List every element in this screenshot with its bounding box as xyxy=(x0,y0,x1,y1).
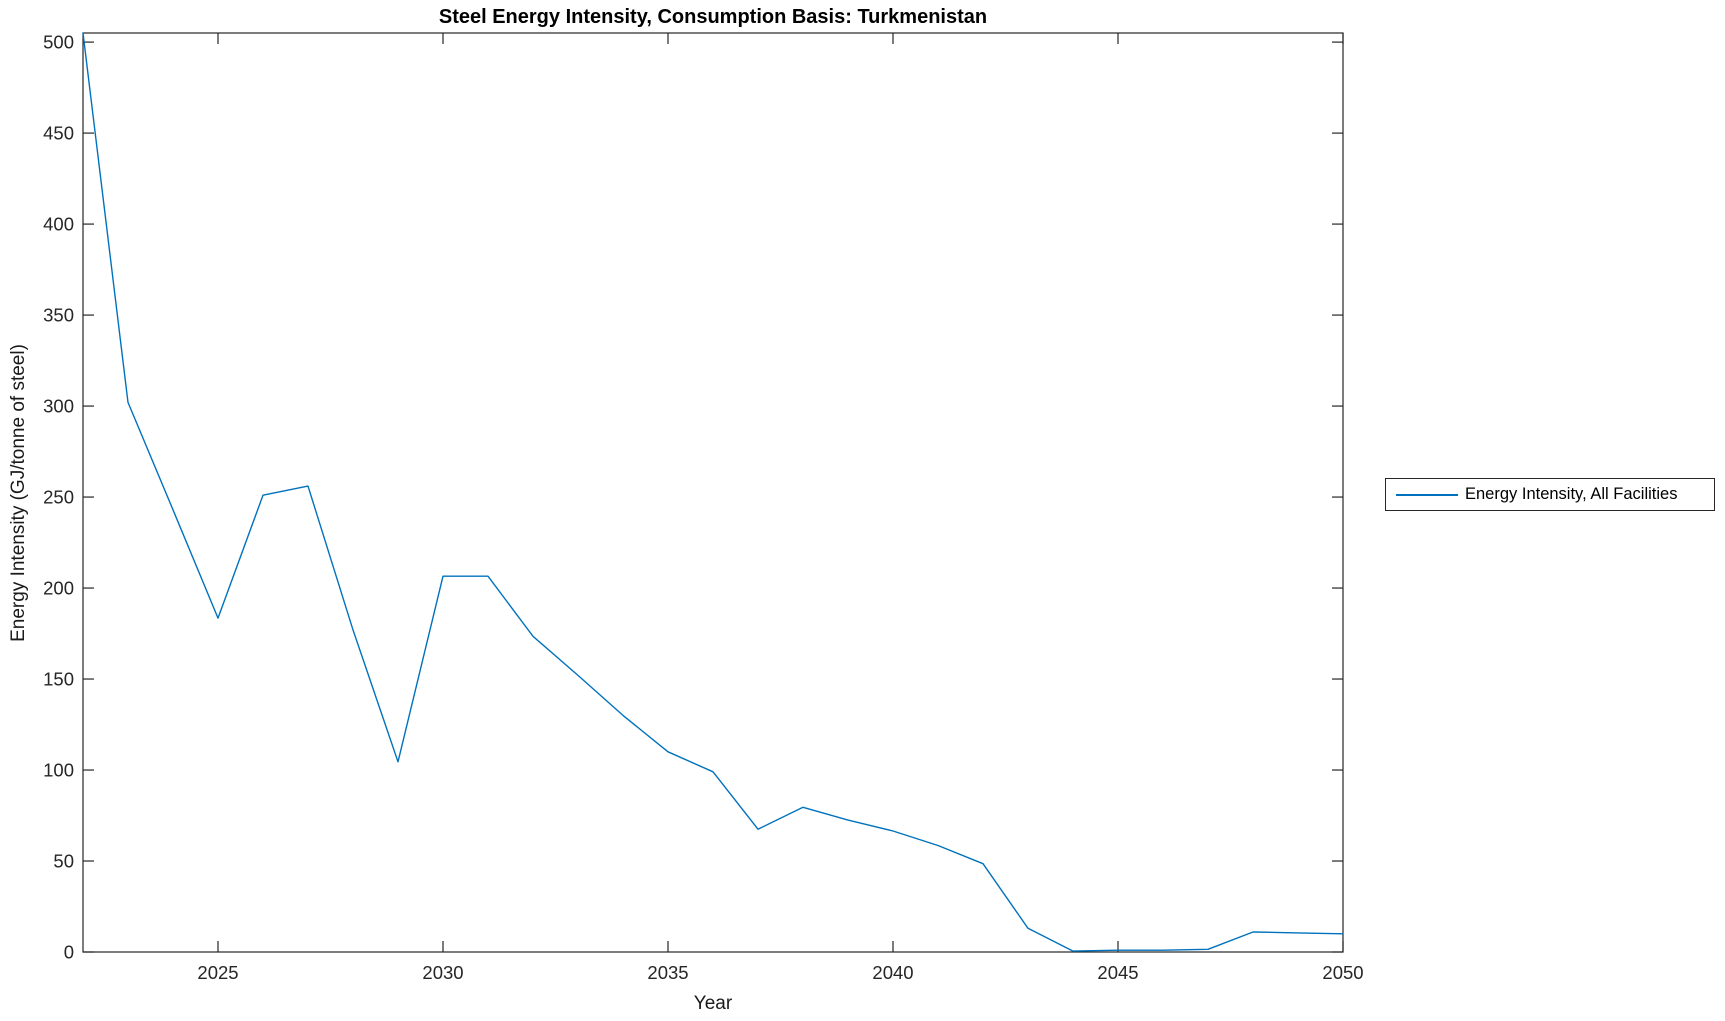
x-axis-label: Year xyxy=(693,993,733,1014)
data-line xyxy=(82,32,1344,952)
legend: Energy Intensity, All Facilities xyxy=(1385,478,1715,511)
legend-line-sample xyxy=(1396,493,1458,496)
y-tick-label: 300 xyxy=(43,396,74,417)
y-tick-label: 400 xyxy=(43,214,74,235)
x-tick-label: 2050 xyxy=(1322,962,1363,983)
y-tick-label: 350 xyxy=(43,305,74,326)
y-tick-label: 0 xyxy=(64,942,74,963)
x-tick-label: 2030 xyxy=(422,962,463,983)
y-axis-label: Energy Intensity (GJ/tonne of steel) xyxy=(8,344,29,642)
legend-entry-label: Energy Intensity, All Facilities xyxy=(1465,485,1678,503)
x-tick-label: 2025 xyxy=(197,962,238,983)
x-tick-label: 2040 xyxy=(872,962,913,983)
y-tick-label: 250 xyxy=(43,487,74,508)
chart-title: Steel Energy Intensity, Consumption Basi… xyxy=(438,6,988,28)
y-tick-label: 500 xyxy=(43,32,74,53)
axes-frame xyxy=(82,32,1344,953)
y-tick-label: 200 xyxy=(43,578,74,599)
x-tick-label: 2035 xyxy=(647,962,688,983)
y-tick-label: 450 xyxy=(43,123,74,144)
y-tick-label: 50 xyxy=(53,851,74,872)
y-tick-label: 100 xyxy=(43,760,74,781)
y-tick-label: 150 xyxy=(43,669,74,690)
x-tick-label: 2045 xyxy=(1097,962,1138,983)
